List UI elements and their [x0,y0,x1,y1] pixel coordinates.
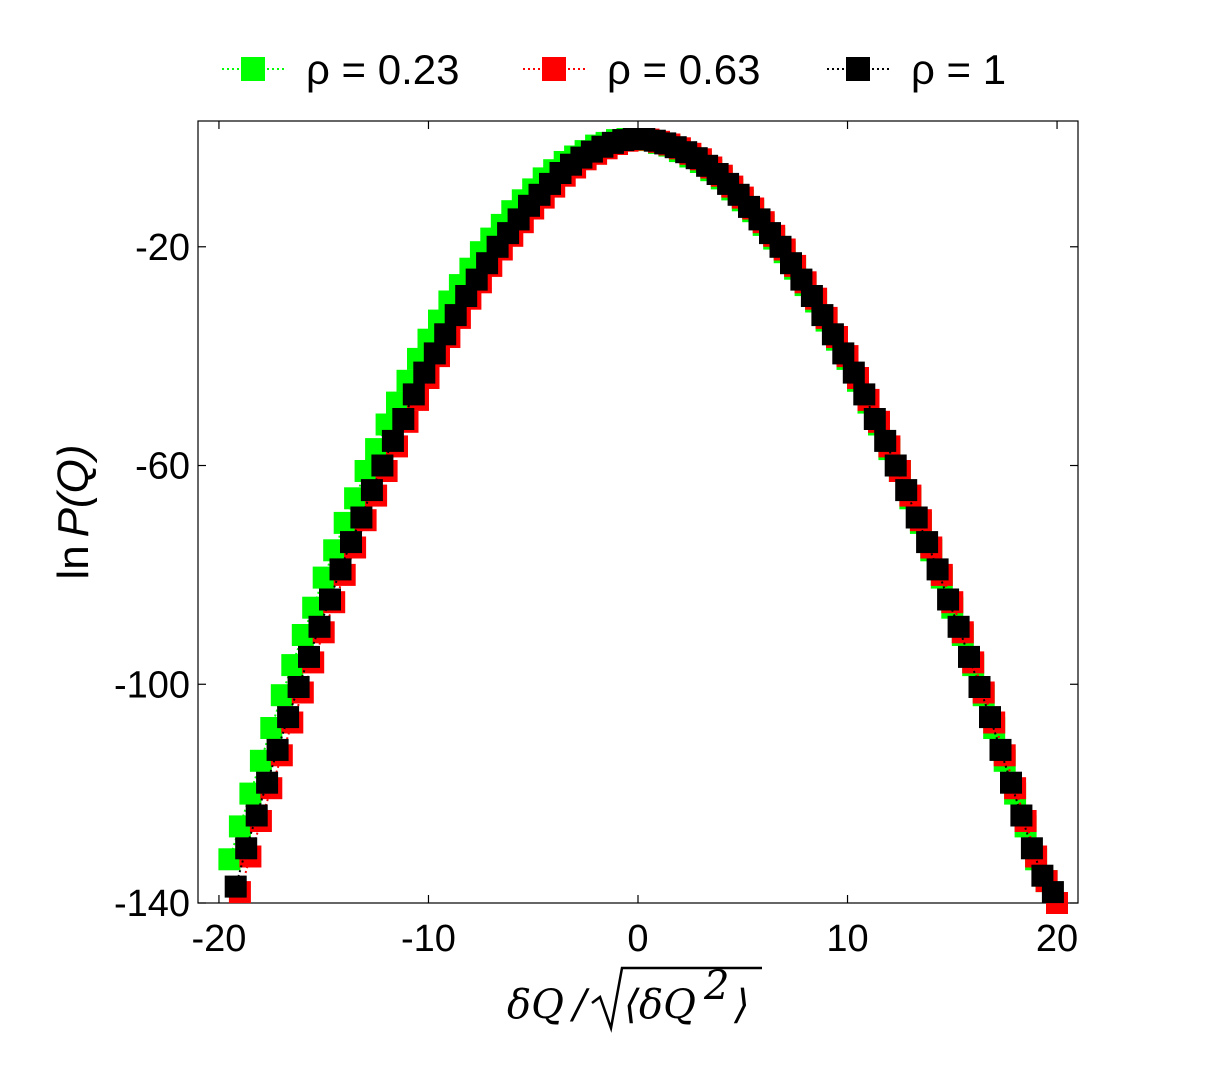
data-point [895,479,918,502]
x-axis-label: δQ / ⟨ δQ 2 ⟩ [507,963,762,1033]
data-point [800,285,823,307]
axes: -20 -10 0 10 20-20-60-100-140 [114,121,1078,960]
data-point [323,539,346,562]
legend: ρ = 0.23 ρ = 0.63 ρ = 1 [222,46,1006,93]
data-point [937,588,960,611]
data-point [392,408,415,430]
data-point [905,506,928,529]
data-point [277,706,300,729]
data-point [350,506,373,529]
data-point [423,342,446,365]
data-point [926,558,949,581]
y-tick-label: -60 [135,446,190,488]
data-point [1020,837,1043,860]
y-tick-label: -20 [135,227,190,269]
series-2 [224,128,1064,904]
x-tick-label: 0 [627,918,648,960]
data-point [312,566,335,589]
data-point [266,738,289,761]
data-point [218,848,241,871]
legend-marker [241,57,265,81]
x-tick-label: 20 [1036,918,1078,960]
legend-marker [542,57,566,81]
data-point [842,361,865,384]
legend-label: ρ = 1 [911,46,1006,93]
data-point [239,782,262,805]
sqrt-sign [591,966,762,1033]
y-axis-label-p: P(Q) [49,444,98,537]
data-point [245,804,268,827]
legend-label: ρ = 0.23 [306,46,460,93]
x-tick-label: -20 [191,918,246,960]
data-point [444,304,467,327]
data-point [874,429,897,452]
legend-item: ρ = 0.63 [523,46,761,93]
data-point [281,654,304,677]
x-tick-label: 10 [826,918,868,960]
data-point [832,342,855,365]
data-point [270,684,293,707]
data-point [228,815,251,838]
data-point [958,645,980,668]
series-layer [218,128,1068,914]
data-point [298,645,320,668]
data-point [434,323,457,346]
data-point [821,323,844,346]
data-point [360,479,383,502]
data-point [413,361,436,384]
data-point [863,408,886,430]
data-point [308,615,331,638]
legend-item: ρ = 1 [827,46,1006,93]
data-point [884,454,907,477]
data-point [287,676,310,698]
data-point [989,738,1012,761]
data-point [853,383,876,406]
data-point [329,558,352,581]
data-point [260,717,283,739]
x-axis-label-sup: 2 [703,963,729,1009]
legend-item: ρ = 0.23 [222,46,460,93]
data-point [224,875,247,898]
x-axis-label-rangle: ⟩ [733,982,750,1028]
x-tick-label: -10 [401,918,456,960]
data-point [381,429,404,452]
x-axis-label-dq2: δQ [639,982,696,1028]
x-axis-label-dq: δQ [507,982,564,1028]
data-point [333,511,356,534]
data-point [947,615,970,638]
data-point [1041,881,1064,904]
data-point [302,596,325,619]
data-point [916,531,939,554]
x-axis-label-langle: ⟨ [624,982,640,1028]
data-point [235,837,258,860]
x-axis-label-slash: / [569,982,590,1028]
y-axis-label-ln: ln [49,545,98,579]
data-point [319,588,341,611]
legend-label: ρ = 0.63 [607,46,761,93]
legend-marker [846,57,870,81]
data-point [256,771,279,794]
data-point [249,749,272,772]
data-point [402,383,425,406]
data-point [979,706,1001,729]
data-point [371,454,394,477]
data-point [811,304,834,327]
y-tick-label: -140 [114,883,190,925]
y-tick-label: -100 [114,664,190,706]
data-point [344,487,367,510]
data-point [1000,771,1022,794]
data-point [968,676,991,698]
y-axis-label: ln P(Q) [49,444,98,579]
data-point [291,624,314,646]
data-point [354,460,377,482]
data-point [1010,804,1033,827]
data-point [340,531,362,554]
